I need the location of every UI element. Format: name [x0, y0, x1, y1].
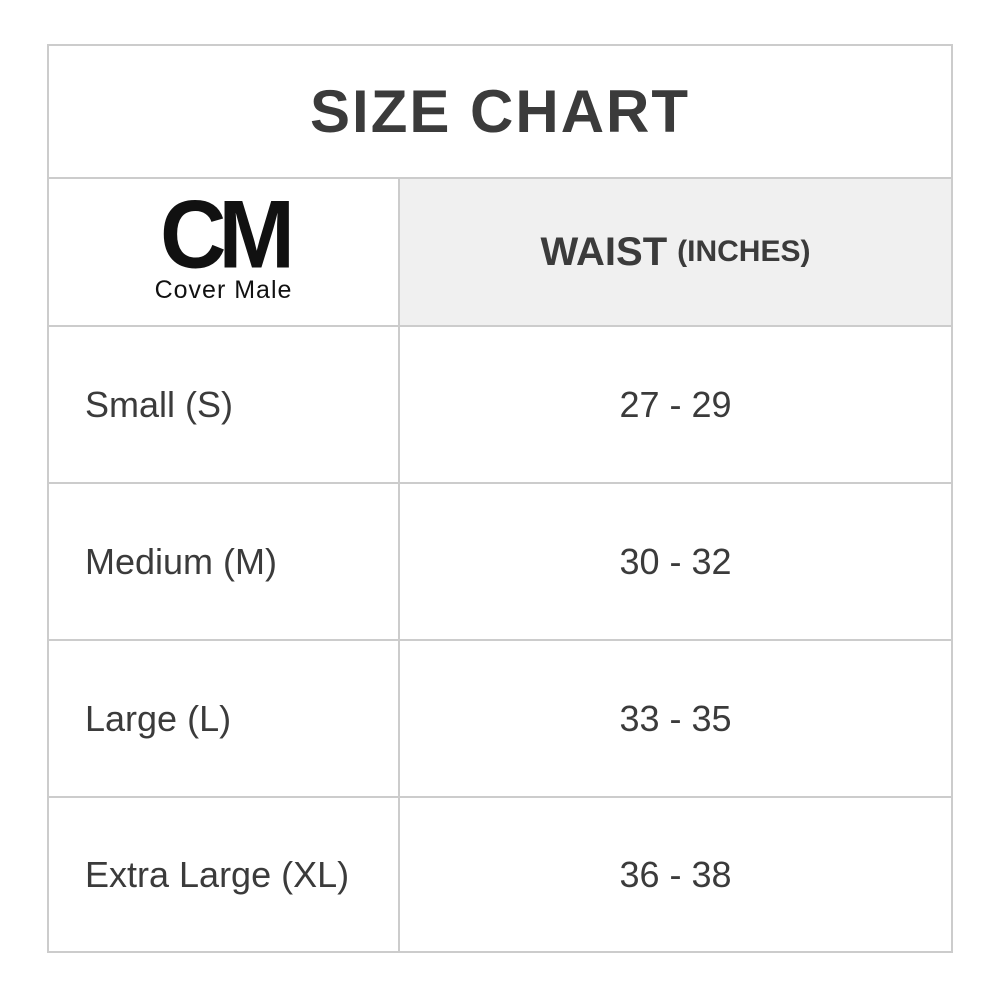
brand-logo-name: Cover Male: [154, 276, 293, 305]
page-title: SIZE CHART: [49, 46, 951, 177]
size-label-small: Small (S): [49, 327, 398, 482]
waist-header-unit: (INCHES): [677, 235, 811, 268]
brand-logo: CM Cover Male: [49, 179, 398, 325]
waist-column-header: WAIST (INCHES): [400, 179, 951, 325]
size-label-extra-large: Extra Large (XL): [49, 798, 398, 951]
waist-value-extra-large: 36 - 38: [400, 798, 951, 951]
waist-value-small: 27 - 29: [400, 327, 951, 482]
waist-value-large: 33 - 35: [400, 641, 951, 796]
waist-header-label: WAIST: [540, 229, 668, 274]
waist-value-medium: 30 - 32: [400, 484, 951, 639]
size-label-medium: Medium (M): [49, 484, 398, 639]
brand-logo-abbr: CM: [159, 181, 295, 289]
size-label-large: Large (L): [49, 641, 398, 796]
size-chart-table: SIZE CHART CM Cover Male WAIST (INCHES) …: [47, 44, 953, 953]
